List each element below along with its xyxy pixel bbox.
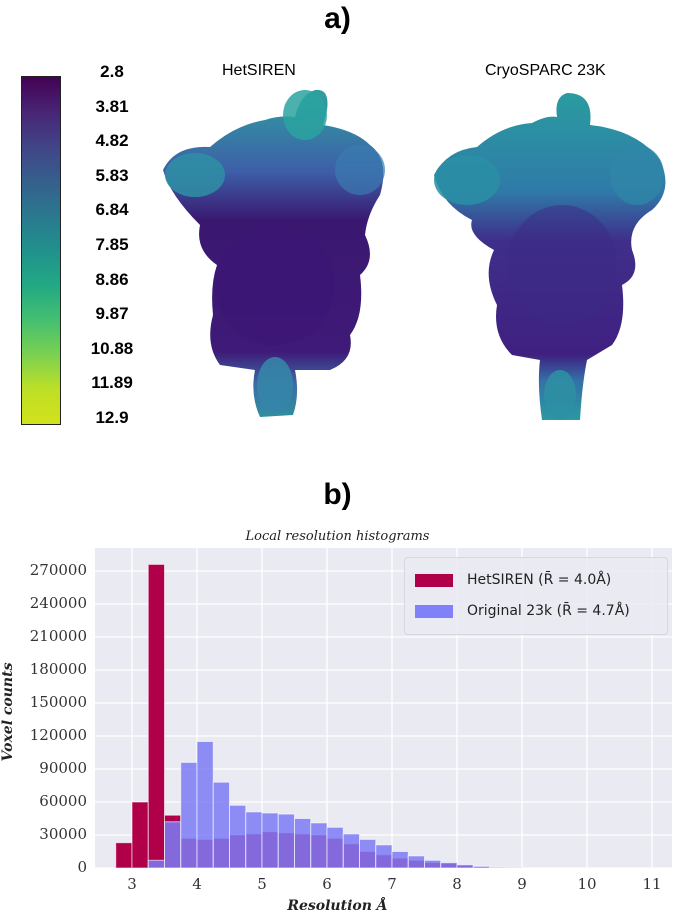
- histogram-bar: [456, 864, 474, 869]
- histogram-bar: [277, 813, 295, 869]
- histogram-bar: [147, 563, 165, 869]
- y-tick-label: 60000: [39, 792, 87, 810]
- histogram-bar: [147, 859, 165, 869]
- x-tick-label: 9: [517, 875, 527, 893]
- cryosparc-density-map: [434, 93, 666, 420]
- panel-a-label: a): [324, 2, 351, 35]
- original-swatch: [415, 604, 453, 618]
- histogram-bar: [245, 811, 263, 869]
- colorbar-tick: 3.81: [95, 96, 129, 116]
- x-tick-label: 5: [257, 875, 267, 893]
- panel-b-label: b): [323, 478, 352, 511]
- x-tick-label: 11: [642, 875, 662, 893]
- histogram-bar: [472, 865, 490, 869]
- histogram-bar: [261, 812, 279, 869]
- y-tick-label: 180000: [29, 660, 87, 678]
- y-tick-label: 30000: [39, 825, 87, 843]
- histogram-bar: [391, 851, 409, 869]
- legend-item-hetsiren: HetSIREN (R̄ = 4.0Å): [415, 569, 611, 591]
- colorbar-tick: 10.88: [90, 338, 134, 358]
- colorbar-tick: 2.8: [100, 62, 124, 81]
- colorbar-tick: 5.83: [95, 165, 129, 185]
- histogram-bar: [424, 859, 442, 869]
- histogram-bar: [212, 781, 230, 869]
- colorbar-tick: 8.86: [95, 269, 129, 289]
- histogram-bar: [229, 804, 247, 869]
- histogram-bar: [164, 821, 182, 869]
- histogram-bar: [489, 866, 507, 869]
- histogram-bar: [180, 761, 198, 869]
- x-tick-label: 4: [192, 875, 202, 893]
- colorbar-tick: 4.82: [95, 131, 129, 151]
- colorbar-tick: 9.87: [95, 304, 129, 324]
- histogram-bar: [326, 826, 344, 869]
- x-tick-label: 6: [322, 875, 332, 893]
- x-tick-label: 10: [577, 875, 597, 893]
- x-tick-label: 3: [127, 875, 137, 893]
- histogram-bar: [115, 842, 133, 869]
- legend-label-hetsiren: HetSIREN (R̄ = 4.0Å): [467, 572, 612, 588]
- x-tick-label: 7: [387, 875, 397, 893]
- y-tick-label: 120000: [29, 726, 87, 744]
- y-tick-label: 90000: [39, 759, 87, 777]
- histogram-bar: [375, 844, 393, 869]
- histogram-bar: [407, 855, 425, 869]
- histogram-bar: [359, 838, 377, 869]
- x-axis-label: Resolution Å: [287, 898, 388, 914]
- legend-item-original: Original 23k (R̄ = 4.7Å): [415, 600, 630, 622]
- y-tick-label: 270000: [29, 561, 87, 579]
- y-axis-label: Voxel counts: [0, 662, 16, 762]
- colorbar-tick: 12.9: [95, 408, 129, 427]
- cryosparc-title: CryoSPARC 23K: [485, 62, 606, 79]
- legend-label-original: Original 23k (R̄ = 4.7Å): [467, 603, 630, 619]
- colorbar-tick: 6.84: [95, 200, 129, 220]
- hetsiren-density-map: [163, 89, 385, 417]
- chart-legend: HetSIREN (R̄ = 4.0Å) Original 23k (R̄ = …: [404, 557, 668, 635]
- chart-title: Local resolution histograms: [245, 529, 430, 544]
- histogram-bar: [440, 862, 458, 869]
- y-tick-label: 0: [77, 858, 87, 876]
- x-tick-label: 8: [452, 875, 462, 893]
- resolution-colorbar: [21, 76, 61, 425]
- histogram-bar: [131, 801, 149, 869]
- colorbar-tick: 7.85: [95, 235, 129, 254]
- histogram-bars: [95, 548, 672, 869]
- y-tick-label: 210000: [29, 627, 87, 645]
- hetsiren-title: HetSIREN: [222, 62, 296, 79]
- histogram-bar: [342, 833, 360, 869]
- hetsiren-swatch: [415, 573, 453, 587]
- histogram-bar: [196, 741, 214, 869]
- y-tick-label: 150000: [29, 693, 87, 711]
- y-tick-label: 240000: [29, 594, 87, 612]
- colorbar-tick: 11.89: [91, 373, 133, 393]
- histogram-bar: [310, 822, 328, 869]
- histogram-bar: [294, 818, 312, 869]
